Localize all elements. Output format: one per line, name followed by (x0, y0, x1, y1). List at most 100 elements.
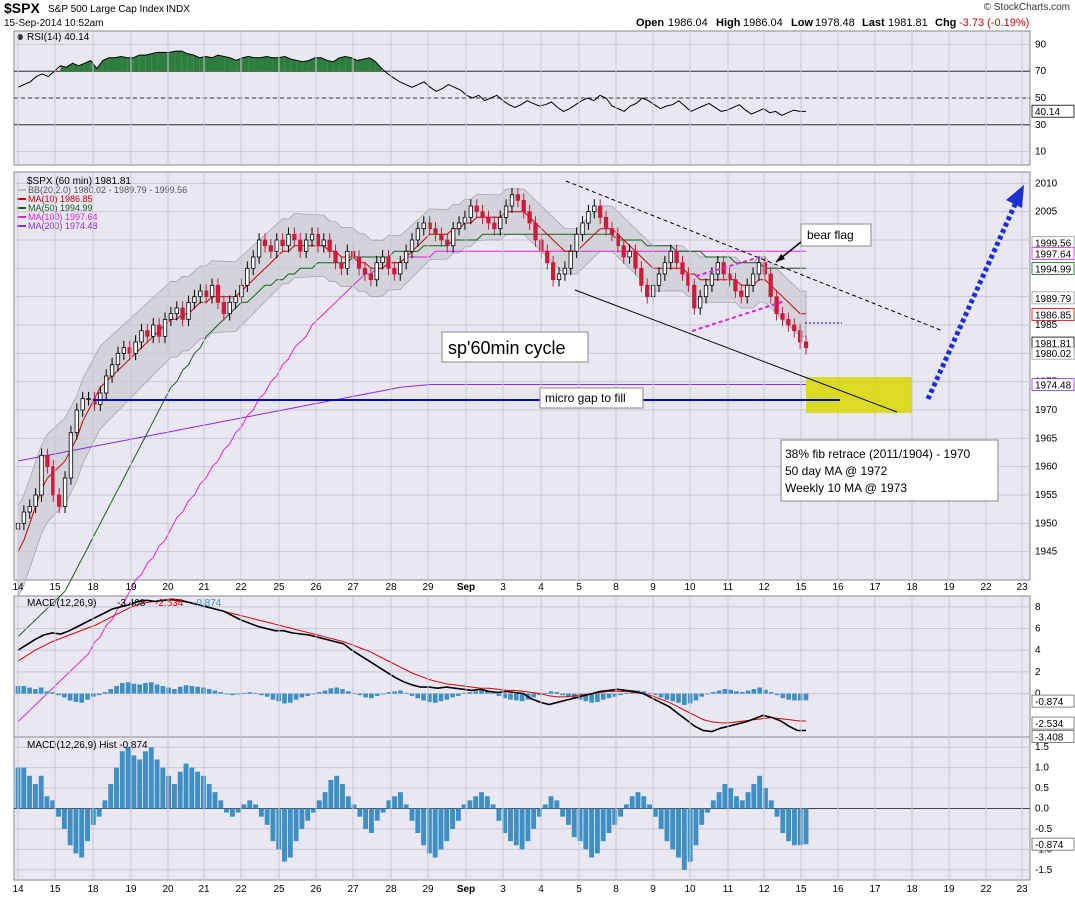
hist-bar (374, 808, 380, 821)
candle-body (586, 211, 591, 224)
macd-hist-bar (247, 692, 253, 694)
hist-bar (426, 808, 432, 854)
macd-right-label-box (1031, 730, 1075, 743)
macd-hist-bar (600, 693, 606, 700)
x-tick-label: 29 (422, 582, 434, 593)
x-tick-label: 27 (347, 884, 359, 895)
rsi-overbought-fill (248, 56, 255, 72)
candle-body (486, 216, 491, 224)
rsi-y-tick: 70 (1035, 66, 1047, 77)
hist-bar (774, 808, 780, 817)
price-right-label-box (1031, 346, 1075, 360)
hist-bar (664, 808, 670, 842)
hist-bar (623, 804, 629, 809)
macd-hist-bar (177, 686, 183, 694)
rsi-overbought-fill (157, 52, 164, 72)
symbol-title: $SPX (4, 0, 40, 16)
macd-hist-bar (264, 693, 270, 697)
candle-body (762, 262, 767, 275)
macd-hist-bar (235, 693, 241, 695)
price-right-label: 1986.85 (1035, 311, 1072, 322)
macd-y-tick: 6 (1035, 624, 1041, 635)
x-tick-label: 22 (980, 884, 992, 895)
x-tick-label: 28 (385, 582, 397, 593)
hist-bar (67, 808, 73, 846)
candle-body (339, 262, 344, 269)
macd-hist-bar (218, 692, 224, 694)
hist-bar (200, 775, 206, 809)
candle-body (380, 256, 385, 264)
rsi-overbought-fill (127, 57, 134, 72)
x-tick-label: 3 (500, 884, 506, 895)
exchange-label: INDX (166, 4, 190, 15)
hist-bar (676, 808, 681, 858)
macd-hist-bar (560, 693, 565, 696)
rsi-overbought-fill (284, 56, 291, 72)
macd-hist-bar (786, 693, 791, 700)
candle-body (251, 256, 256, 269)
candle-body (215, 284, 221, 303)
macd-hist-bar (502, 693, 508, 699)
x-tick-label: 21 (198, 884, 210, 895)
hist-bar (450, 808, 456, 829)
candle-body (109, 364, 115, 377)
rsi-overbought-fill (181, 51, 188, 72)
macd-hist-bar (79, 693, 85, 703)
hist-bar (247, 800, 253, 809)
hist-bar (641, 796, 647, 809)
macd-hist-bar (583, 693, 589, 702)
candle-body (592, 205, 597, 213)
hist-bar (96, 808, 102, 817)
svg-text:Low: Low (791, 17, 813, 29)
macd-hist-bar (542, 692, 548, 694)
macd-hist-bar (386, 692, 392, 694)
macd-hist-bar (328, 688, 334, 694)
hist-bar (316, 800, 322, 809)
macd-hist-bar (403, 692, 409, 694)
price-y-tick: 2010 (1035, 178, 1058, 189)
macd-y-tick: 0 (1035, 689, 1041, 700)
rsi-overbought-fill (114, 56, 122, 72)
macd-hist-bar (485, 691, 490, 694)
macd-hist-bar (467, 692, 473, 694)
candle-body (374, 262, 379, 281)
hist-bar (212, 792, 218, 809)
hist-bar (606, 808, 612, 834)
hist-bar (693, 808, 699, 846)
macd-hist-bar (479, 690, 484, 694)
rsi-y-tick: 30 (1035, 120, 1047, 131)
x-tick-label: 11 (723, 582, 734, 593)
x-tick-label: 22 (235, 582, 247, 593)
price-right-label-box (1031, 308, 1075, 321)
rsi-overbought-fill (308, 57, 316, 72)
channel-upper (565, 180, 944, 332)
hist-y-tick: 0.5 (1035, 783, 1049, 794)
gap-label: micro gap to fill (545, 391, 626, 405)
projection-arrow (925, 198, 1020, 401)
macd-hist-bar (206, 689, 212, 694)
candle-body (286, 233, 291, 247)
hist-bar (206, 783, 212, 809)
macd-hist-bar (108, 689, 114, 694)
x-tick-label: 12 (758, 884, 770, 895)
candle-body (562, 267, 568, 275)
hist-bar (363, 808, 369, 829)
hist-bar (195, 771, 201, 809)
macd-hist-bar (716, 690, 722, 694)
macd-hist-bar (757, 687, 762, 694)
macd-hist-bar (438, 693, 444, 702)
macd-hist-bar (531, 693, 536, 698)
rsi-overbought-fill (278, 56, 285, 72)
macd-hist-bar (363, 693, 368, 698)
hist-bar (171, 783, 177, 809)
macd-hist-bar (647, 692, 652, 694)
macd-hist-bar (653, 693, 658, 696)
x-tick-label: 18 (906, 884, 918, 895)
hist-bar (415, 808, 421, 834)
candle-body (156, 324, 162, 337)
candle-body (445, 239, 450, 247)
rsi-overbought-fill (108, 57, 115, 72)
cycle-label: sp'60min cycle (448, 338, 565, 358)
rsi-overbought-fill (290, 59, 297, 72)
